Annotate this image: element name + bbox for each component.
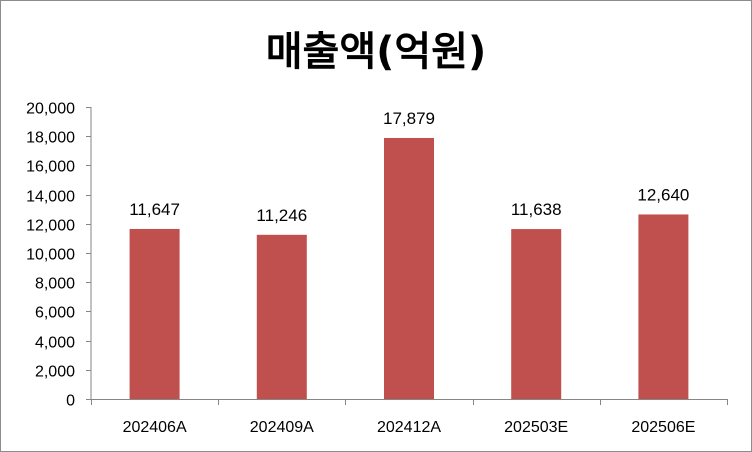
- y-tick-label: 10,000: [26, 247, 75, 264]
- y-tick-label: 18,000: [26, 130, 75, 147]
- bar: [384, 137, 434, 399]
- bars: [129, 137, 689, 399]
- data-label: 11,246: [256, 206, 307, 225]
- y-tick-label: 8,000: [35, 276, 75, 293]
- x-category-label: 202506E: [631, 419, 695, 436]
- x-axis: 202406A 202409A 202412A 202503E 202506E: [91, 399, 728, 436]
- y-tick-label: 2,000: [35, 364, 75, 381]
- y-tick-label: 12,000: [26, 218, 75, 235]
- bar: [638, 214, 689, 399]
- x-category-label: 202412A: [377, 419, 441, 436]
- y-tick-label: 4,000: [35, 335, 75, 352]
- bar: [129, 228, 180, 399]
- data-label: 11,638: [511, 200, 562, 219]
- y-tick-label: 14,000: [26, 189, 75, 206]
- bar: [256, 234, 307, 399]
- y-tick-label: 6,000: [35, 305, 75, 322]
- data-labels: 11,647 11,246 17,879 11,638 12,640: [129, 109, 689, 225]
- y-tick-label: 20,000: [26, 101, 75, 118]
- x-category-label: 202409A: [250, 419, 314, 436]
- data-label: 12,640: [637, 185, 689, 204]
- bar: [511, 229, 562, 399]
- y-tick-label: 16,000: [26, 159, 75, 176]
- chart-title: 매출액(억원): [266, 29, 487, 75]
- y-tick-label: 0: [66, 393, 75, 410]
- y-axis: 0 2,000 4,000 6,000 8,000 10,000 12,000 14,000 1…: [26, 101, 92, 410]
- data-label: 11,647: [129, 200, 180, 219]
- x-category-label: 202503E: [504, 419, 568, 436]
- x-category-label: 202406A: [123, 419, 187, 436]
- data-label: 17,879: [383, 109, 435, 128]
